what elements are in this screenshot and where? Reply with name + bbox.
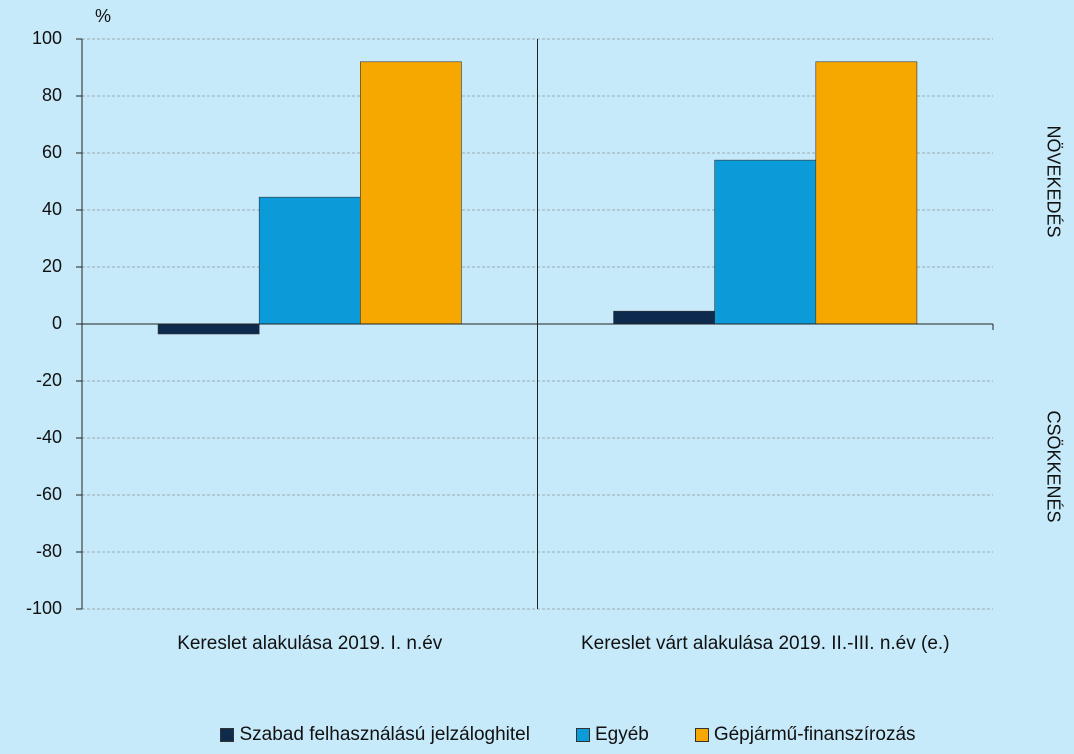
legend-item: Egyéb — [575, 724, 649, 746]
legend-label: Egyéb — [594, 724, 649, 745]
y-tick-label: 60 — [42, 142, 62, 162]
annotation: CSÖKKENÉS — [1043, 410, 1063, 522]
bar — [157, 323, 260, 335]
y-tick-label: -40 — [36, 427, 62, 447]
legend-swatch — [220, 728, 235, 742]
bar — [815, 61, 918, 325]
bar — [714, 159, 817, 325]
y-tick-label: 40 — [42, 199, 62, 219]
y-tick-label: 20 — [42, 256, 62, 276]
x-tick-label: Kereslet várt alakulása 2019. II.-III. n… — [580, 633, 950, 654]
legend-swatch — [575, 728, 590, 742]
bar — [360, 61, 462, 325]
y-tick-label: 0 — [52, 313, 62, 333]
y-tick-label: -60 — [36, 484, 62, 504]
legend-item: Gépjármű-finanszírozás — [694, 724, 916, 746]
legend-swatch — [694, 728, 709, 742]
y-tick-label: -80 — [36, 541, 62, 561]
bar — [613, 310, 715, 325]
legend-label: Gépjármű-finanszírozás — [713, 724, 916, 745]
legend-item: Szabad felhasználású jelzáloghitel — [220, 724, 530, 746]
legend-label: Szabad felhasználású jelzáloghitel — [239, 724, 530, 745]
legend: Szabad felhasználású jelzáloghitel Egyéb G… — [0, 724, 1074, 746]
bar — [258, 196, 361, 325]
y-tick-label: 80 — [42, 85, 62, 105]
y-tick-label: -20 — [36, 370, 62, 390]
annotation: NÖVEKEDÉS — [1043, 125, 1063, 237]
x-tick-label: Kereslet alakulása 2019. I. n.év — [177, 633, 443, 654]
y-tick-label: -100 — [26, 598, 62, 618]
y-unit-label: % — [95, 6, 111, 26]
y-tick-label: 100 — [32, 28, 62, 48]
